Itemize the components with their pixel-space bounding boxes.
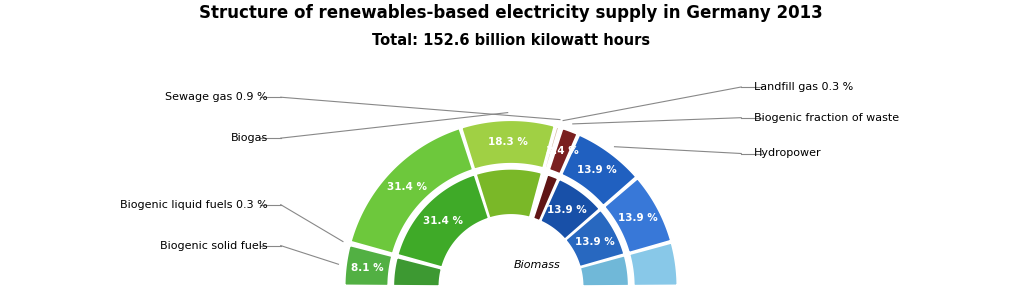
- Polygon shape: [530, 173, 545, 218]
- Text: 3.4 %: 3.4 %: [546, 146, 578, 156]
- Polygon shape: [604, 179, 670, 253]
- Text: Total: 152.6 billion kilowatt hours: Total: 152.6 billion kilowatt hours: [372, 33, 650, 49]
- Polygon shape: [580, 256, 629, 286]
- Polygon shape: [351, 243, 392, 255]
- Polygon shape: [532, 174, 547, 218]
- Polygon shape: [393, 258, 442, 286]
- Polygon shape: [549, 128, 577, 174]
- Text: 13.9 %: 13.9 %: [574, 237, 614, 247]
- Text: Biomass: Biomass: [513, 260, 560, 270]
- Text: Hydropower: Hydropower: [754, 149, 822, 158]
- Circle shape: [390, 166, 632, 307]
- Circle shape: [440, 216, 582, 307]
- Polygon shape: [398, 175, 489, 267]
- Polygon shape: [541, 179, 600, 239]
- Text: Sewage gas 0.9 %: Sewage gas 0.9 %: [166, 92, 268, 102]
- Polygon shape: [532, 174, 547, 218]
- Text: 13.9 %: 13.9 %: [618, 213, 658, 223]
- Polygon shape: [561, 135, 636, 206]
- Text: Biogenic liquid fuels 0.3 %: Biogenic liquid fuels 0.3 %: [121, 200, 268, 210]
- Polygon shape: [344, 245, 392, 286]
- Polygon shape: [530, 173, 545, 218]
- Polygon shape: [565, 210, 624, 267]
- Polygon shape: [533, 175, 558, 221]
- Text: Biogenic solid fuels: Biogenic solid fuels: [160, 241, 268, 251]
- Polygon shape: [393, 258, 442, 286]
- Text: 13.9 %: 13.9 %: [548, 205, 588, 216]
- Text: Biogenic fraction of waste: Biogenic fraction of waste: [754, 113, 899, 123]
- Text: 31.4 %: 31.4 %: [386, 181, 426, 192]
- Polygon shape: [398, 256, 442, 268]
- Text: Structure of renewables-based electricity supply in Germany 2013: Structure of renewables-based electricit…: [199, 4, 823, 22]
- Polygon shape: [533, 175, 558, 221]
- Text: 18.3 %: 18.3 %: [489, 137, 528, 147]
- Polygon shape: [476, 169, 542, 218]
- Polygon shape: [630, 243, 678, 286]
- Polygon shape: [476, 169, 542, 218]
- Polygon shape: [565, 210, 624, 267]
- Text: 31.4 %: 31.4 %: [423, 216, 463, 226]
- Polygon shape: [398, 256, 442, 268]
- Text: 8.1 %: 8.1 %: [352, 263, 384, 273]
- Polygon shape: [462, 120, 554, 169]
- Polygon shape: [580, 256, 629, 286]
- Text: Landfill gas 0.3 %: Landfill gas 0.3 %: [754, 82, 853, 92]
- Text: 13.9 %: 13.9 %: [577, 165, 617, 175]
- Polygon shape: [545, 126, 559, 169]
- Polygon shape: [398, 175, 489, 267]
- Polygon shape: [541, 179, 600, 239]
- Polygon shape: [548, 128, 561, 169]
- Text: Biogas: Biogas: [231, 133, 268, 143]
- Polygon shape: [351, 128, 473, 253]
